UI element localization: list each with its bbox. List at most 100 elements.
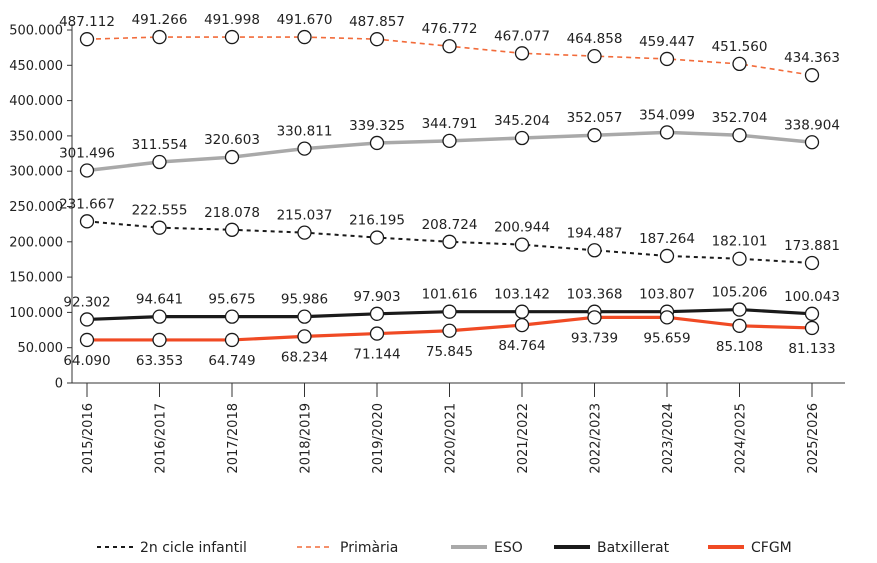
data-point — [804, 68, 820, 83]
data-label: 491.998 — [204, 12, 260, 28]
x-tick-label: 2020/2021 — [444, 403, 459, 474]
data-point — [152, 220, 167, 235]
data-label: 491.670 — [277, 12, 333, 28]
data-label: 81.133 — [788, 341, 835, 357]
y-tick-label: 0 — [55, 377, 63, 392]
data-point — [804, 135, 820, 150]
data-point — [514, 130, 530, 146]
data-label: 93.739 — [571, 330, 618, 346]
legend: 2n cicle infantil Primària ESO Batxillerat C… — [97, 540, 792, 556]
data-point — [514, 46, 530, 61]
data-point — [587, 310, 602, 325]
data-label: 75.845 — [426, 344, 473, 360]
data-point — [152, 332, 167, 348]
data-label: 330.811 — [277, 124, 333, 140]
data-point — [224, 332, 240, 348]
data-label: 105.206 — [712, 285, 768, 301]
series-layer — [79, 29, 820, 348]
data-label: 459.447 — [639, 34, 695, 50]
data-label: 173.881 — [784, 238, 840, 254]
data-label: 63.353 — [136, 353, 183, 369]
data-label: 345.204 — [494, 113, 550, 129]
data-point — [297, 141, 312, 156]
legend-item: ESO — [451, 540, 523, 556]
data-label: 320.603 — [204, 132, 260, 148]
x-tick-label: 2025/2026 — [806, 403, 821, 474]
data-point — [224, 309, 240, 324]
data-label: 95.675 — [208, 292, 255, 308]
legend-item: Primària — [297, 540, 398, 556]
x-tick-label: 2016/2017 — [154, 403, 169, 474]
data-label: 182.101 — [712, 234, 768, 250]
data-label: 84.764 — [498, 338, 545, 354]
y-tick-label: 300.000 — [9, 165, 63, 180]
data-point — [514, 317, 530, 333]
data-point — [369, 32, 385, 47]
data-point — [79, 312, 95, 327]
data-label: 94.641 — [136, 292, 183, 308]
data-label: 301.496 — [59, 145, 115, 161]
data-label: 103.142 — [494, 287, 550, 303]
data-label: 352.057 — [567, 110, 623, 126]
data-point — [442, 323, 457, 338]
data-point — [369, 306, 385, 321]
x-tick-label: 2017/2018 — [226, 403, 241, 474]
data-labels: 231.667 222.555 218.078 215.037 216.195 208.7… — [59, 12, 840, 369]
x-tick-label: 2022/2023 — [589, 403, 604, 474]
data-label: 64.090 — [63, 353, 110, 369]
legend-item: Batxillerat — [554, 540, 670, 556]
y-tick-label: 350.000 — [9, 129, 63, 144]
data-label: 311.554 — [132, 137, 188, 153]
data-point — [442, 304, 457, 319]
data-label: 64.749 — [208, 353, 255, 369]
data-label: 103.368 — [567, 287, 623, 303]
data-label: 103.807 — [639, 287, 695, 303]
data-point — [732, 302, 747, 317]
data-point — [659, 125, 675, 140]
data-point — [732, 251, 747, 266]
x-tick-label: 2019/2020 — [371, 403, 386, 474]
y-tick-label: 50.000 — [18, 341, 64, 356]
data-point — [224, 222, 240, 237]
data-point — [587, 48, 602, 64]
data-label: 467.077 — [494, 28, 550, 44]
data-point — [369, 326, 385, 341]
data-label: 100.043 — [784, 289, 840, 305]
series-prim-ria — [79, 29, 820, 83]
y-tick-label: 450.000 — [9, 59, 63, 74]
y-tick-label: 200.000 — [9, 235, 63, 250]
data-label: 464.858 — [567, 31, 623, 47]
data-point — [369, 135, 385, 151]
data-label: 222.555 — [132, 203, 188, 219]
y-tick-label: 500.000 — [9, 24, 63, 39]
y-tick-label: 150.000 — [9, 271, 63, 286]
data-label: 339.325 — [349, 118, 405, 134]
data-label: 187.264 — [639, 231, 695, 247]
data-label: 194.487 — [567, 225, 623, 241]
data-point — [152, 154, 167, 170]
data-label: 487.857 — [349, 14, 405, 30]
data-label: 338.904 — [784, 117, 840, 133]
data-label: 97.903 — [353, 289, 400, 305]
legend-item: CFGM — [708, 540, 792, 556]
data-point — [659, 310, 675, 325]
x-tick-label: 2024/2025 — [734, 403, 749, 474]
data-point — [442, 133, 457, 148]
series-2n-cicle-infantil — [79, 214, 820, 271]
data-point — [732, 318, 747, 333]
data-label: 215.037 — [277, 208, 333, 224]
data-point — [732, 128, 747, 143]
axes: 0 50.000 100.000 150.000 200.000 250.000 300.0… — [9, 24, 845, 474]
data-point — [297, 225, 312, 240]
data-point — [297, 29, 312, 45]
data-point — [804, 320, 820, 336]
data-label: 208.724 — [422, 217, 478, 233]
data-point — [224, 29, 240, 45]
series-eso — [79, 125, 820, 178]
data-label: 491.266 — [132, 12, 188, 28]
data-point — [224, 149, 240, 165]
y-tick-label: 100.000 — [9, 306, 63, 321]
data-point — [514, 237, 530, 252]
data-label: 451.560 — [712, 39, 768, 55]
